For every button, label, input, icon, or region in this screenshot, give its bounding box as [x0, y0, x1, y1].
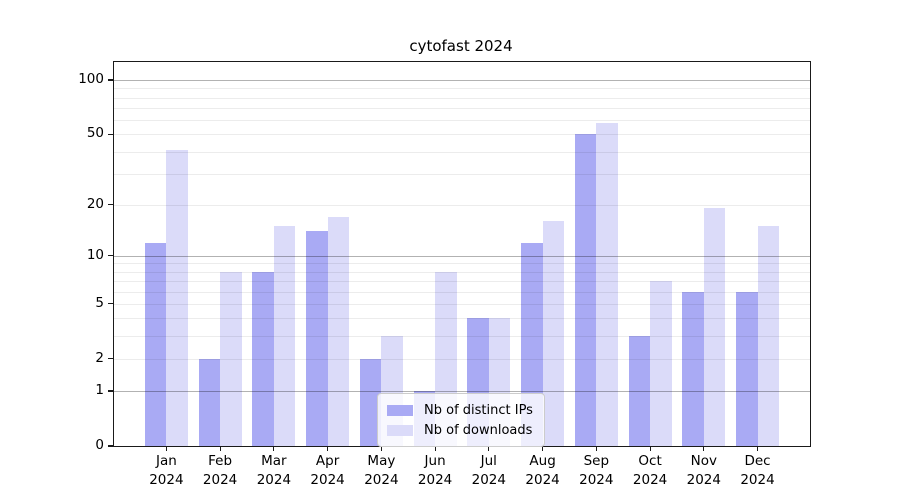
bar-ips-feb-2024 [198, 358, 221, 446]
bar-downloads-mar-2024 [273, 226, 296, 446]
gridline-minor [114, 271, 810, 273]
y-axis-tick [108, 390, 113, 392]
legend-entry-downloads: Nb of downloads [387, 420, 536, 440]
bar-downloads-jan-2024 [166, 149, 188, 446]
y-axis-label: 50 [86, 125, 104, 142]
bar-downloads-apr-2024 [327, 216, 350, 446]
gridline-minor [114, 88, 810, 90]
gridline-major [114, 255, 810, 257]
y-axis-label: 20 [86, 195, 104, 212]
bar-ips-mar-2024 [252, 271, 274, 446]
legend-entry-distinct-ips: Nb of distinct IPs [387, 400, 536, 420]
legend: Nb of distinct IPs Nb of downloads [377, 393, 545, 447]
x-axis-tick [219, 446, 221, 451]
y-axis-label: 1 [95, 382, 104, 398]
bar-ips-apr-2024 [306, 231, 328, 446]
gridline-minor [114, 336, 810, 338]
x-axis-tick [273, 446, 275, 451]
y-axis-label: 10 [86, 246, 104, 263]
gridline-minor [114, 291, 810, 293]
y-axis-tick [108, 133, 113, 135]
bar-downloads-oct-2024 [650, 281, 672, 446]
y-axis-tick [108, 358, 113, 360]
x-axis-label: Nov 2024 [686, 453, 721, 488]
x-axis-tick [703, 446, 705, 451]
gridline-minor [114, 151, 810, 153]
gridline-minor [114, 318, 810, 320]
bar-ips-sep-2024 [574, 134, 597, 446]
x-axis-tick [380, 446, 382, 451]
y-axis-label: 2 [95, 349, 104, 366]
x-axis-tick [327, 446, 329, 451]
bar-downloads-dec-2024 [757, 226, 779, 446]
gridline-minor [114, 263, 810, 265]
legend-swatch-distinct-ips [387, 404, 413, 416]
bar-downloads-aug-2024 [542, 221, 565, 446]
x-axis-label: Feb 2024 [202, 453, 238, 488]
x-axis-label: Apr 2024 [310, 453, 345, 488]
gridline-minor [114, 97, 810, 99]
bar-ips-nov-2024 [682, 291, 704, 446]
x-axis-label: Sep 2024 [579, 453, 614, 488]
bar-ips-jan-2024 [144, 242, 167, 446]
bar-downloads-sep-2024 [596, 122, 618, 446]
y-axis-tick [108, 79, 113, 81]
x-axis-label: Jun 2024 [417, 453, 453, 488]
x-axis-tick [756, 446, 759, 451]
bar-downloads-nov-2024 [703, 208, 726, 446]
gridline-minor [114, 204, 810, 206]
x-axis-tick [165, 446, 167, 451]
x-axis-tick [488, 446, 490, 451]
y-axis-tick [108, 445, 113, 447]
y-axis-tick [108, 303, 113, 305]
y-axis-tick [108, 255, 113, 257]
bar-downloads-feb-2024 [220, 271, 242, 446]
x-axis-tick [542, 446, 544, 451]
gridline-minor [114, 358, 810, 360]
gridline-minor [114, 303, 810, 305]
gridline-major [114, 391, 810, 392]
x-axis-tick [434, 446, 436, 451]
gridline-minor [114, 108, 810, 109]
gridline-minor [114, 281, 810, 283]
chart-title: cytofast 2024 [409, 37, 513, 55]
y-axis-label: 0 [95, 437, 104, 453]
x-axis-tick [595, 446, 597, 451]
x-axis-tick [649, 446, 651, 451]
legend-label-distinct-ips: Nb of distinct IPs [424, 402, 533, 418]
x-axis-label: Aug 2024 [525, 453, 560, 488]
bar-ips-may-2024 [359, 358, 382, 446]
gridline-major [114, 80, 810, 81]
gridline-minor [114, 173, 810, 175]
plot-area: 0 1 2 5 10 20 50 100 Jan 2024 Feb 2024 Mar 2024 Apr… [78, 61, 811, 488]
x-axis-label: Dec 2024 [740, 453, 775, 488]
x-axis-label: Oct 2024 [632, 453, 668, 488]
x-axis-label: Jan 2024 [149, 453, 184, 488]
gridline-minor [114, 120, 810, 121]
legend-swatch-downloads [387, 424, 413, 436]
gridline-minor [114, 134, 810, 136]
x-axis-label: May 2024 [364, 453, 399, 488]
legend-label-downloads: Nb of downloads [424, 422, 533, 438]
bar-ips-oct-2024 [628, 336, 651, 446]
y-axis-label: 100 [78, 71, 104, 87]
x-axis-label: Mar 2024 [256, 453, 292, 488]
x-axis-label: Jul 2024 [471, 453, 506, 488]
y-axis-tick [108, 204, 113, 206]
bar-ips-dec-2024 [736, 291, 758, 446]
y-axis-label: 5 [95, 294, 104, 311]
